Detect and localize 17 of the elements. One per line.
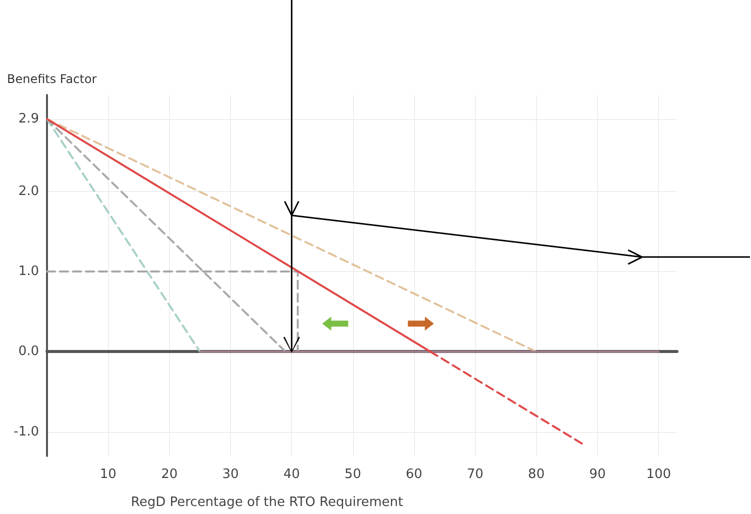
x-tick-label: 60 xyxy=(406,467,422,482)
x-tick-label: 50 xyxy=(344,467,362,482)
y-tick-label: 0.0 xyxy=(18,344,39,360)
y-tick-label: -1.0 xyxy=(14,424,39,440)
x-tick-label: 100 xyxy=(646,467,672,482)
y-tick-label: 1.0 xyxy=(18,264,39,279)
x-tick-label: 80 xyxy=(528,467,545,482)
x-axis-title: RegD Percentage of the RTO Requirement xyxy=(130,495,404,510)
y-tick-label: 2.9 xyxy=(18,112,39,127)
x-tick-label: 30 xyxy=(222,467,239,482)
y-tick-label: 2.0 xyxy=(18,184,39,199)
x-tick-label: 90 xyxy=(589,467,606,482)
x-tick-label: 40 xyxy=(283,467,300,482)
x-tick-label: 10 xyxy=(100,467,116,482)
y-axis-title: Benefits Factor xyxy=(7,72,97,86)
x-tick-label: 70 xyxy=(466,467,484,482)
x-tick-label: 20 xyxy=(161,467,178,482)
